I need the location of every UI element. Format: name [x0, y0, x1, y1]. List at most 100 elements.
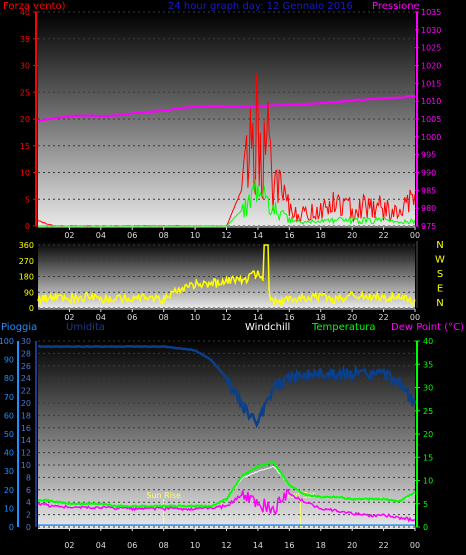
- x-tick-label-p1: 12: [221, 231, 231, 240]
- rain-tick-label: 40: [4, 449, 14, 458]
- marks-panel3: Sun Rise Sun Set: [37, 344, 417, 527]
- x-tick-label-p2: 10: [190, 313, 200, 322]
- temperature-tick-label: 10: [423, 477, 433, 486]
- x-tick-label-p1: 20: [347, 231, 357, 240]
- direction-tick-label: 90: [24, 288, 34, 297]
- rain-tick-label: 90: [4, 356, 14, 365]
- x-tick-label-p3: 12: [221, 541, 231, 550]
- pressure-tick-label: 1030: [421, 26, 441, 35]
- humidity-tick-label: 20: [21, 399, 31, 408]
- wind-gust-line: [38, 179, 416, 227]
- x-tick-label-p3: 08: [159, 541, 169, 550]
- x-tick-label-p2: 02: [64, 313, 74, 322]
- x-tick-label-p2: 12: [221, 313, 231, 322]
- panel-temp-humidity-bg: [38, 339, 415, 529]
- wind-tick-label: 0: [25, 222, 30, 231]
- x-tick-label-p3: 04: [96, 541, 106, 550]
- pressure-tick-label: 1010: [421, 97, 441, 106]
- pressure-tick-label: 1015: [421, 79, 441, 88]
- x-tick-label-p2: 00: [410, 313, 420, 322]
- x-tick-label-p3: 22: [378, 541, 388, 550]
- humidity-tick-label: 4: [26, 498, 31, 507]
- rain-tick-label: 10: [4, 504, 14, 513]
- pressure-tick-label: 980: [421, 204, 436, 213]
- x-tick-label-p1: 10: [190, 231, 200, 240]
- x-tick-label-p1: 16: [284, 231, 294, 240]
- rain-tick-label: 30: [4, 467, 14, 476]
- x-tick-label-p2: 22: [378, 313, 388, 322]
- wind-tick-label: 30: [20, 62, 30, 71]
- compass-letter-0: N: [436, 240, 443, 251]
- humidity-tick-label: 16: [21, 424, 31, 433]
- temperature-tick-label: 25: [423, 407, 433, 416]
- x-tick-label-p3: 06: [127, 541, 137, 550]
- wind-tick-label: 35: [20, 35, 30, 44]
- rain-tick-label: 70: [4, 393, 14, 402]
- rain-tick-label: 60: [4, 411, 14, 420]
- x-tick-label-p1: 04: [96, 231, 106, 240]
- humidity-tick-label: 18: [21, 411, 31, 420]
- direction-tick-label: 180: [19, 273, 34, 282]
- temperature-tick-label: 20: [423, 430, 433, 439]
- x-tick-label-p2: 14: [253, 313, 263, 322]
- x-tick-label-p1: 18: [316, 231, 326, 240]
- humidity-tick-label: 14: [21, 436, 31, 445]
- pressure-tick-label: 1005: [421, 115, 441, 124]
- rain-tick-label: 20: [4, 486, 14, 495]
- humidity-line: [37, 344, 417, 429]
- x-tick-label-p2: 18: [316, 313, 326, 322]
- compass-letter-1: W: [435, 255, 445, 266]
- pressure-line: [37, 94, 416, 122]
- humidity-tick-label: 10: [21, 461, 31, 470]
- wind-tick-label: 20: [20, 115, 30, 124]
- wind-tick-label: 40: [20, 8, 30, 17]
- x-tick-label-p3: 00: [410, 541, 420, 550]
- x-tick-label-p1: 06: [127, 231, 137, 240]
- direction-tick-label: 0: [29, 304, 34, 313]
- x-tick-label-p3: 14: [253, 541, 263, 550]
- humidity-tick-label: 0: [26, 523, 31, 532]
- temperature-tick-label: 40: [423, 337, 433, 346]
- rain-tick-label: 0: [9, 523, 14, 532]
- humidity-tick-label: 2: [26, 511, 31, 520]
- temperature-tick-label: 35: [423, 360, 433, 369]
- pressure-tick-label: 985: [421, 186, 436, 195]
- temperature-tick-label: 0: [423, 523, 428, 532]
- humidity-tick-label: 12: [21, 449, 31, 458]
- humidity-tick-label: 22: [21, 387, 31, 396]
- x-tick-label-p3: 20: [347, 541, 357, 550]
- pressure-tick-label: 990: [421, 169, 436, 178]
- humidity-axis-title: Umidita: [66, 322, 105, 333]
- temperature-tick-label: 15: [423, 453, 433, 462]
- temperature-tick-label: 5: [423, 500, 428, 509]
- humidity-tick-label: 8: [26, 473, 31, 482]
- panel-wind-pressure-bg: [38, 12, 415, 226]
- compass-letter-4: N: [436, 298, 443, 309]
- x-tick-label-p1: 14: [253, 231, 263, 240]
- pressure-tick-label: 1025: [421, 44, 441, 53]
- marks-panel2: [37, 244, 416, 307]
- x-tick-label-p3: 16: [284, 541, 294, 550]
- x-tick-label-p2: 06: [127, 313, 137, 322]
- temperature-legend: Temperatura: [311, 322, 376, 333]
- sun-label-0: Sun Rise: [146, 491, 181, 500]
- sun-label-1: Sun Set: [285, 491, 316, 500]
- temperature-tick-label: 30: [423, 384, 433, 393]
- wind-axis-title: Forza vento): [3, 1, 66, 12]
- humidity-tick-label: 28: [21, 349, 31, 358]
- compass-letter-2: S: [437, 269, 443, 280]
- wind-direction-line: [37, 244, 416, 307]
- direction-tick-label: 360: [19, 241, 34, 250]
- pressure-tick-label: 995: [421, 151, 436, 160]
- x-tick-label-p3: 10: [190, 541, 200, 550]
- x-tick-label-p2: 04: [96, 313, 106, 322]
- humidity-tick-label: 6: [26, 486, 31, 495]
- x-tick-label-p1: 02: [64, 231, 74, 240]
- graph-date-title: 24 hour graph day: 12 Gennaio 2016: [168, 1, 353, 12]
- x-tick-label-p1: 00: [410, 231, 420, 240]
- humidity-tick-label: 30: [21, 337, 31, 346]
- x-tick-label-p1: 08: [159, 231, 169, 240]
- rain-tick-label: 80: [4, 374, 14, 383]
- x-tick-label-p1: 22: [378, 231, 388, 240]
